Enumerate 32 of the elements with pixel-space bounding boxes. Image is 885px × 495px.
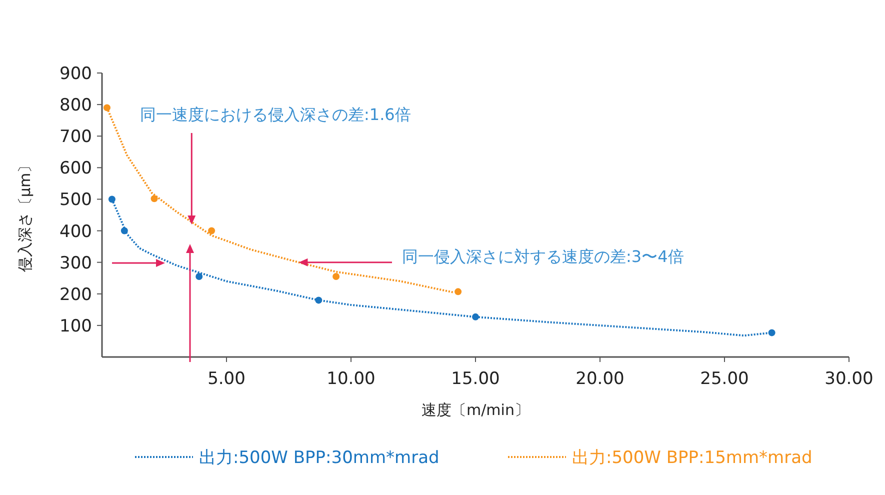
y-tick-label: 200 (60, 284, 92, 305)
point (108, 196, 116, 203)
point (315, 296, 322, 304)
legend-label: 出力:500W BPP:30mm*mrad (199, 448, 440, 468)
y-tick-label: 500 (60, 190, 92, 210)
x-tick-label: 30.00 (824, 369, 874, 389)
y-tick-label: 600 (60, 158, 92, 179)
point (768, 329, 776, 336)
x-tick-label: 15.00 (451, 369, 500, 389)
y-tick-label: 800 (60, 96, 92, 116)
point (472, 313, 479, 320)
y-tick-label: 900 (60, 64, 92, 84)
annotation: 同一速度における侵入深さの差:1.6倍 (140, 105, 411, 124)
y-axis-title: 侵入深さ〔μm〕 (16, 158, 34, 272)
annotation: 同一侵入深さに対する速度の差:3〜4倍 (402, 247, 684, 266)
point (120, 227, 128, 234)
y-tick-label: 400 (60, 222, 92, 242)
legend-label: 出力:500W BPP:15mm*mrad (572, 448, 812, 468)
point (103, 104, 110, 112)
x-tick-label: 20.00 (576, 369, 624, 389)
x-tick-label: 25.00 (700, 369, 749, 389)
point (196, 273, 203, 280)
y-tick-label: 300 (60, 253, 92, 274)
x-tick-label: 5.00 (208, 369, 246, 389)
point (208, 227, 216, 234)
point (150, 195, 158, 202)
x-axis-title: 速度〔m/min〕 (422, 401, 530, 419)
x-tick-label: 10.00 (326, 369, 376, 389)
point (332, 273, 340, 280)
y-tick-label: 700 (60, 127, 92, 148)
y-tick-label: 100 (60, 316, 92, 336)
point (454, 288, 462, 296)
